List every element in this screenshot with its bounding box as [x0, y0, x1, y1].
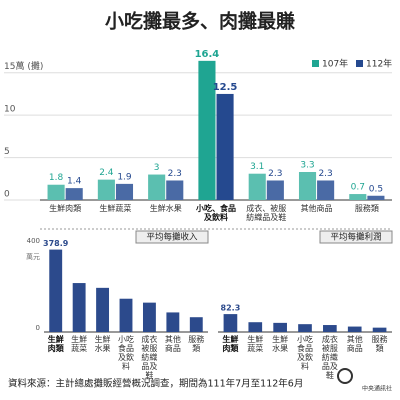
panel-header-box	[319, 230, 393, 244]
x-tick-label: 生鮮肉類	[49, 204, 82, 213]
x-tick-label: 成衣被服紡織品及鞋	[141, 335, 158, 380]
bar	[372, 327, 387, 332]
value-label: 3	[154, 163, 160, 173]
bar	[97, 179, 115, 200]
y-tick-label: 10	[4, 105, 16, 115]
x-tick-label: 生鮮水果	[94, 335, 111, 353]
x-tick-label: 小吃食品及飲料	[118, 335, 134, 371]
y-axis-label: 萬元	[26, 252, 40, 261]
bar	[148, 174, 166, 200]
value-label: 2.3	[318, 169, 332, 179]
x-tick-label: 成衣、被服紡織品及鞋	[246, 204, 287, 222]
bar	[347, 326, 362, 332]
value-label: 3.1	[250, 162, 264, 172]
x-tick-label: 其他商品	[164, 335, 181, 353]
value-label: 0.7	[351, 183, 365, 193]
legend-label: 107年	[322, 58, 348, 70]
y-tick-label: 0	[4, 190, 10, 200]
x-tick-label: 服務類	[371, 335, 388, 353]
x-tick-label: 成衣被服紡織品及鞋	[321, 335, 338, 380]
bar	[142, 302, 156, 332]
x-tick-label: 生鮮肉類	[222, 335, 239, 353]
bar	[47, 184, 65, 200]
y-tick-label: 0	[36, 324, 40, 332]
bar	[266, 180, 284, 200]
y-tick-label: 5	[4, 147, 10, 157]
x-tick-label: 其他商品	[346, 335, 363, 353]
bar	[65, 188, 83, 200]
x-tick-label: 生鮮蔬菜	[71, 335, 88, 353]
bar	[273, 322, 287, 332]
bar	[323, 325, 337, 332]
value-label: 16.4	[195, 49, 220, 60]
bar	[189, 317, 203, 332]
panel-title: 平均每攤收入	[146, 232, 198, 243]
value-label: 1.9	[117, 172, 132, 182]
x-tick-label: 小吃、食品及飲料	[195, 204, 236, 222]
x-tick-label: 生鮮蔬菜	[99, 204, 132, 213]
x-tick-label: 小吃食品及飲料	[297, 335, 313, 371]
value-label: 12.5	[213, 82, 238, 93]
value-label: 2.3	[268, 169, 282, 179]
bar	[248, 173, 266, 200]
bar	[367, 195, 385, 200]
bar	[119, 298, 133, 332]
bar	[298, 172, 317, 200]
panel-header-box	[135, 230, 209, 244]
x-tick-label: 生鮮肉類	[47, 335, 64, 353]
value-label: 1.4	[67, 177, 82, 187]
panel-title: 平均每攤利潤	[330, 232, 381, 243]
bar	[96, 287, 110, 332]
bar	[166, 180, 184, 200]
value-label: 1.8	[49, 173, 64, 183]
bar	[72, 283, 86, 332]
bar	[317, 180, 335, 200]
source: 資料來源：主計總處攤販經營概況調查，期間為111年7月至112年6月	[8, 378, 303, 390]
x-tick-label: 服務類	[354, 204, 379, 213]
credit: 中央通訊社	[362, 385, 392, 393]
value-label: 82.3	[221, 304, 241, 313]
legend-swatch	[356, 60, 363, 67]
bar	[349, 194, 367, 200]
x-tick-label: 服務類	[188, 335, 205, 353]
bar	[166, 312, 180, 332]
legend-swatch	[312, 60, 319, 67]
x-tick-label: 生鮮水果	[149, 204, 182, 213]
x-tick-label: 其他商品	[300, 204, 333, 213]
bar	[216, 93, 234, 200]
value-label: 0.5	[369, 184, 383, 194]
bar	[198, 60, 216, 201]
value-label: 2.3	[168, 169, 182, 179]
bar	[298, 324, 312, 332]
legend-label: 112年	[366, 58, 392, 70]
x-tick-label: 生鮮蔬菜	[247, 335, 264, 353]
y-tick-label: 400	[27, 237, 40, 245]
x-tick-label: 生鮮水果	[272, 335, 289, 353]
value-label: 378.9	[43, 239, 69, 248]
logo	[337, 368, 353, 384]
bar	[49, 249, 63, 332]
value-label: 3.3	[300, 161, 314, 171]
y-tick-label: 15萬 (攤)	[4, 60, 43, 72]
bar	[115, 183, 134, 200]
bar	[248, 322, 263, 332]
chart-title: 小吃攤最多、肉攤最賺	[105, 10, 295, 33]
bar	[223, 314, 238, 332]
value-label: 2.4	[99, 168, 114, 178]
